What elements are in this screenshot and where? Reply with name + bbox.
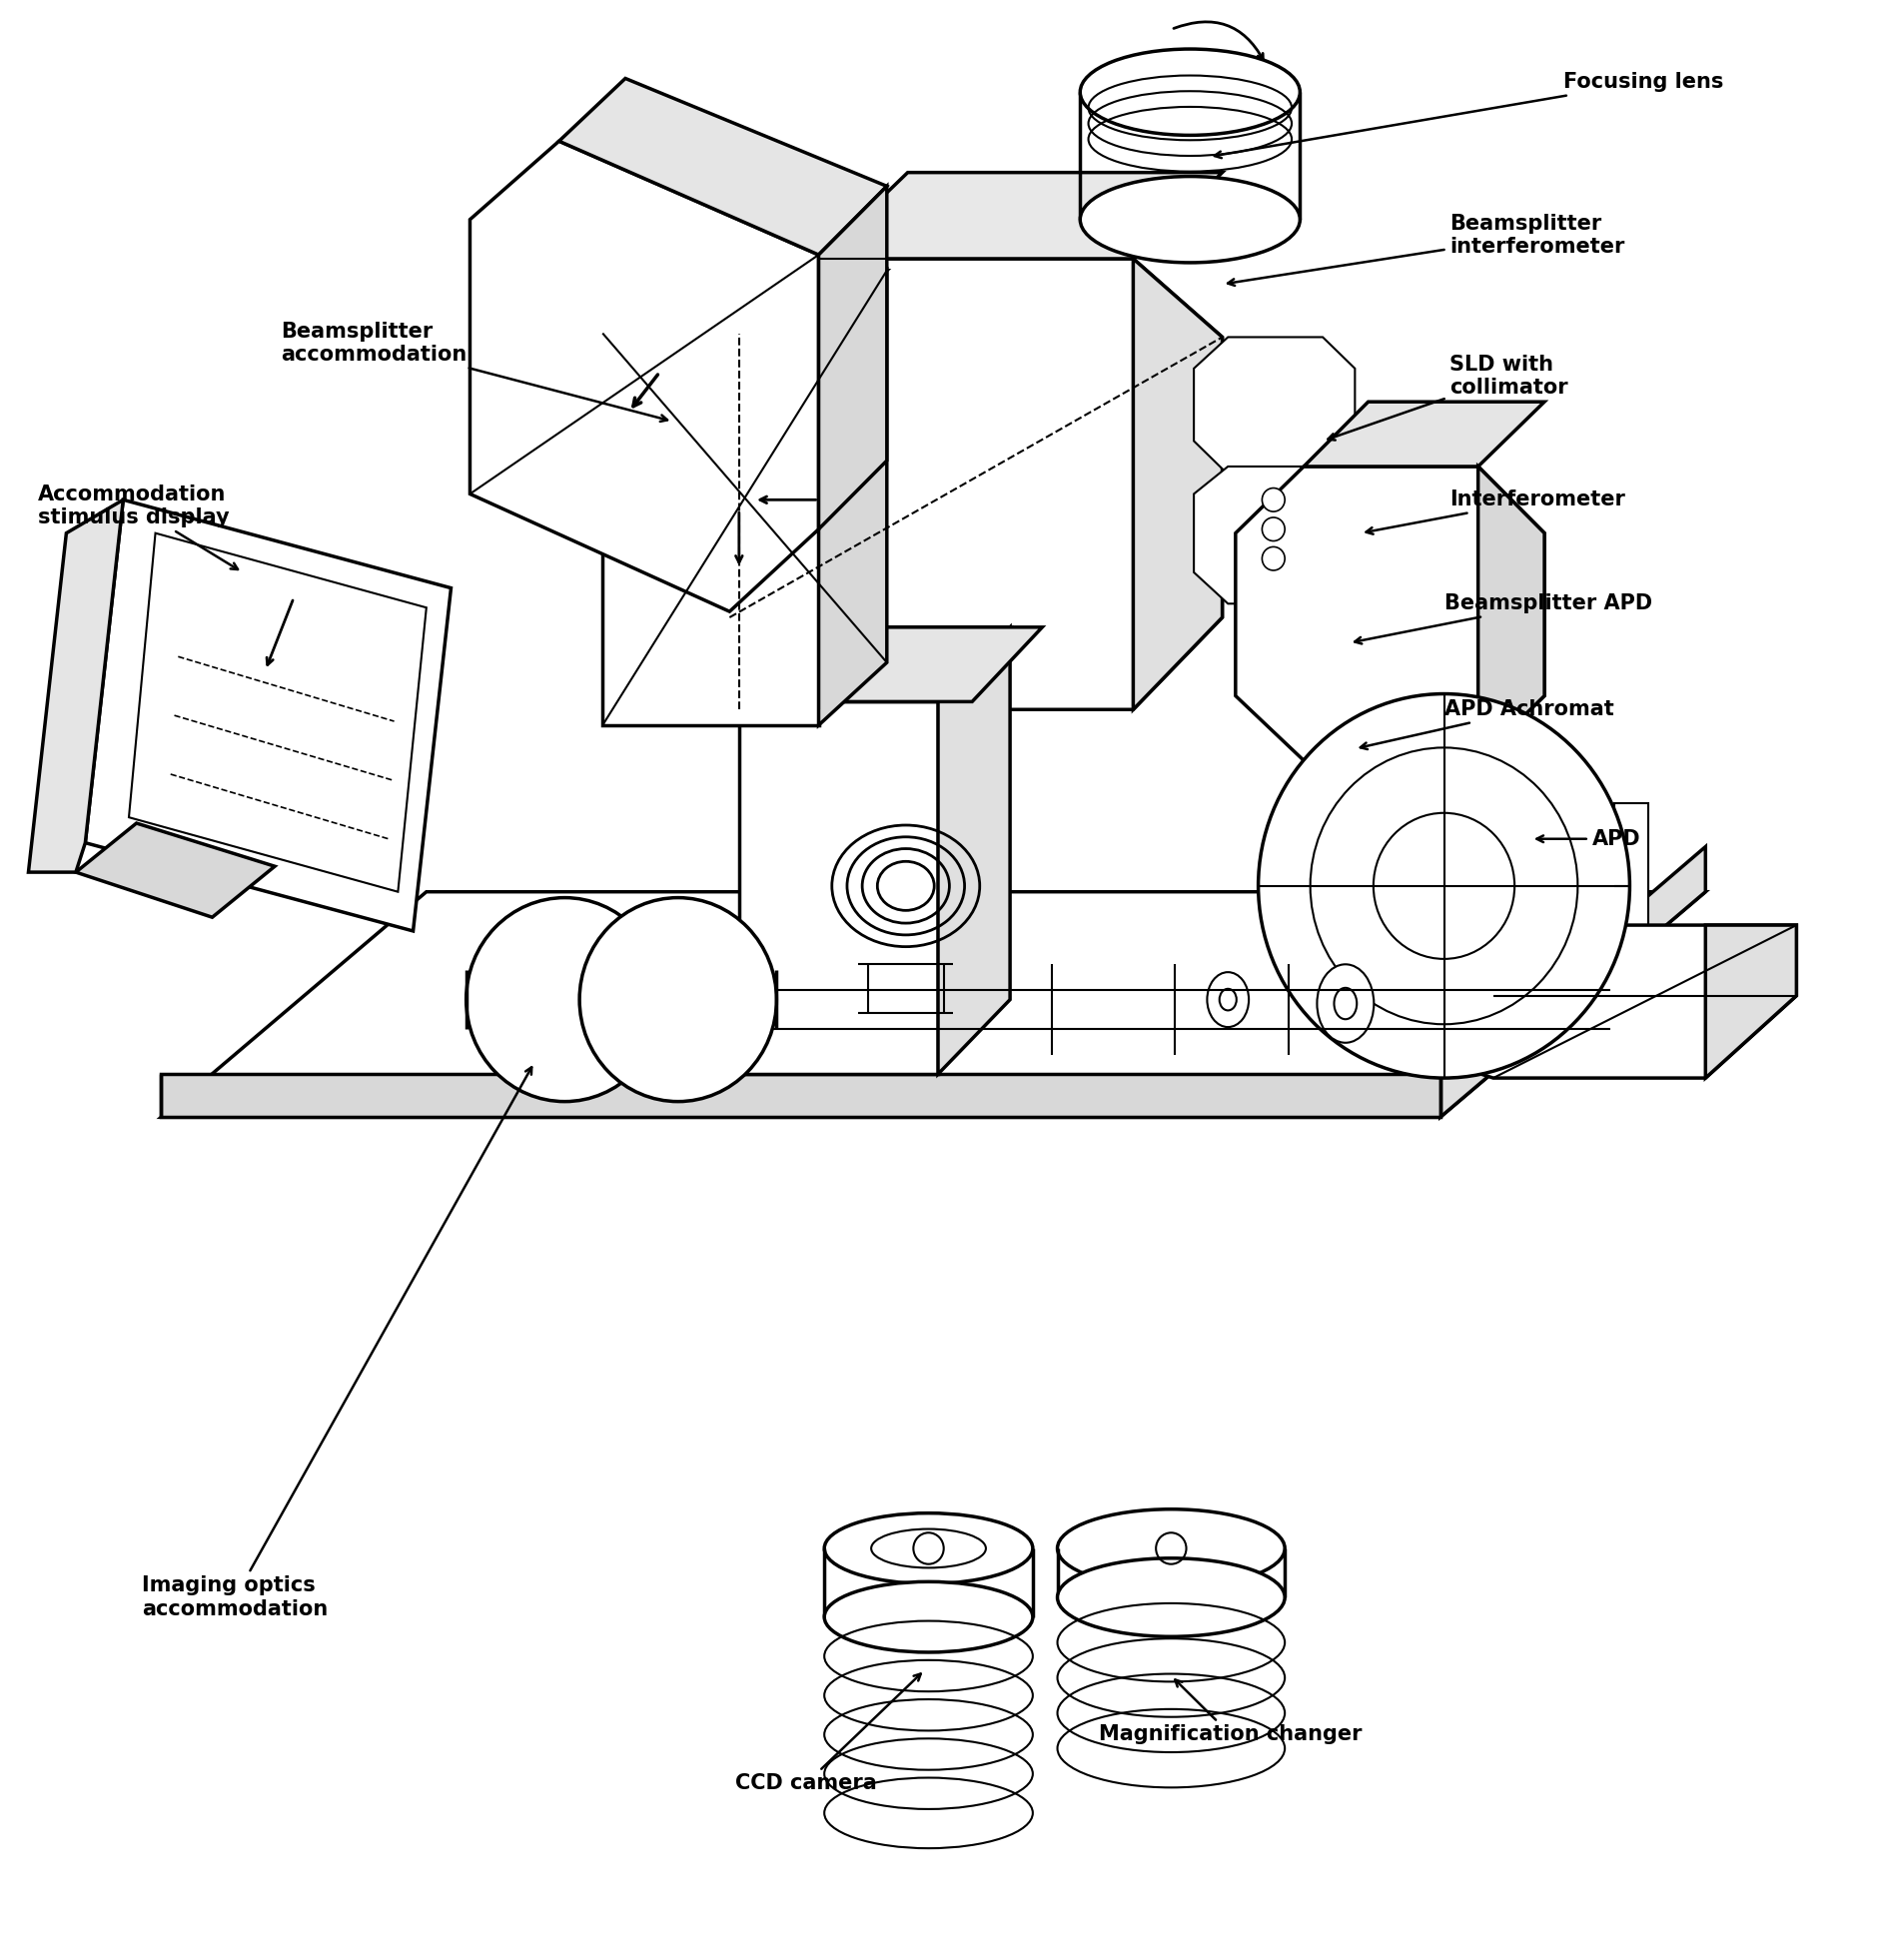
- Polygon shape: [1706, 925, 1796, 1078]
- Text: Beamsplitter
accommodation: Beamsplitter accommodation: [280, 321, 667, 421]
- Ellipse shape: [824, 1582, 1033, 1652]
- Polygon shape: [603, 270, 887, 333]
- Ellipse shape: [824, 1513, 1033, 1584]
- Text: SLD with
collimator: SLD with collimator: [1328, 355, 1569, 441]
- Polygon shape: [470, 141, 819, 612]
- Text: CCD camera: CCD camera: [735, 1674, 921, 1793]
- Text: Focusing lens: Focusing lens: [1215, 73, 1724, 159]
- Text: Beamsplitter APD: Beamsplitter APD: [1355, 594, 1652, 643]
- Polygon shape: [28, 500, 123, 872]
- Polygon shape: [730, 259, 1222, 710]
- Text: APD Achromat: APD Achromat: [1361, 700, 1613, 749]
- Polygon shape: [739, 627, 1010, 702]
- Polygon shape: [1194, 466, 1355, 604]
- Polygon shape: [1133, 259, 1222, 710]
- Polygon shape: [1478, 466, 1544, 760]
- Circle shape: [1262, 547, 1285, 570]
- Polygon shape: [161, 1074, 1440, 1117]
- Polygon shape: [603, 333, 819, 725]
- Polygon shape: [819, 270, 887, 725]
- Polygon shape: [819, 172, 1222, 259]
- Ellipse shape: [1057, 1558, 1285, 1637]
- Polygon shape: [1236, 466, 1544, 760]
- Text: Magnification changer: Magnification changer: [1099, 1680, 1363, 1744]
- Ellipse shape: [1080, 176, 1300, 263]
- Ellipse shape: [1207, 972, 1249, 1027]
- Circle shape: [1258, 694, 1630, 1078]
- Polygon shape: [1402, 925, 1796, 1078]
- Polygon shape: [85, 500, 451, 931]
- Polygon shape: [739, 702, 938, 1074]
- Circle shape: [1262, 517, 1285, 541]
- Text: Interferometer: Interferometer: [1366, 490, 1626, 535]
- Text: Accommodation
stimulus display: Accommodation stimulus display: [38, 484, 237, 570]
- Text: Imaging optics
accommodation: Imaging optics accommodation: [142, 1066, 532, 1619]
- Polygon shape: [559, 78, 887, 255]
- Polygon shape: [76, 823, 275, 917]
- Polygon shape: [1194, 337, 1355, 474]
- Polygon shape: [938, 627, 1010, 1074]
- Polygon shape: [705, 627, 1042, 702]
- Text: APD: APD: [1537, 829, 1641, 849]
- Polygon shape: [161, 892, 1706, 1117]
- Ellipse shape: [1057, 1509, 1285, 1588]
- Circle shape: [580, 898, 777, 1102]
- Circle shape: [466, 898, 663, 1102]
- Polygon shape: [1615, 804, 1649, 964]
- Text: Beamsplitter
interferometer: Beamsplitter interferometer: [1228, 214, 1624, 286]
- Circle shape: [1262, 488, 1285, 512]
- Ellipse shape: [1080, 49, 1300, 135]
- Ellipse shape: [1317, 964, 1374, 1043]
- Polygon shape: [1304, 402, 1544, 466]
- Polygon shape: [1440, 847, 1706, 1117]
- Polygon shape: [819, 186, 887, 529]
